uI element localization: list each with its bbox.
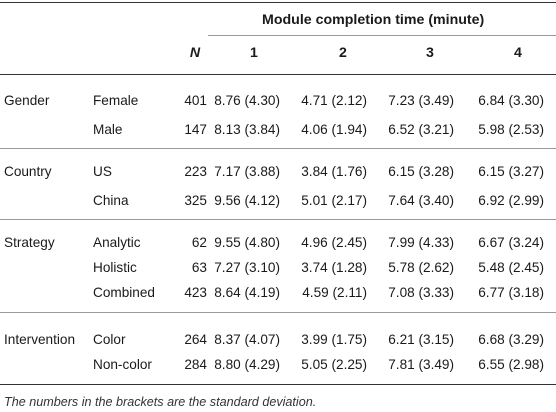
subgroup-label: US [93, 164, 112, 179]
n-value: 62 [191, 235, 207, 250]
subgroup-label: Analytic [93, 235, 141, 250]
bottom-rule [0, 384, 556, 385]
category-label: Strategy [4, 235, 55, 250]
n-value: 63 [191, 260, 207, 275]
module-2-value: 5.05 (2.25) [301, 357, 367, 372]
module-3-value: 7.64 (3.40) [388, 193, 454, 208]
table-row: China 325 9.56 (4.12) 5.01 (2.17) 7.64 (… [0, 193, 556, 217]
category-label: Intervention [4, 332, 76, 347]
module-1-value: 8.80 (4.29) [214, 357, 280, 372]
module-1-value: 8.76 (4.30) [214, 93, 280, 108]
module-4-value: 5.98 (2.53) [478, 122, 544, 137]
subgroup-label: Color [93, 332, 126, 347]
module-3-value: 7.81 (3.49) [388, 357, 454, 372]
col-header-module-3: 3 [426, 45, 434, 61]
module-1-value: 8.64 (4.19) [214, 285, 280, 300]
table-row: Country US 223 7.17 (3.88) 3.84 (1.76) 6… [0, 164, 556, 188]
module-1-value: 8.37 (4.07) [214, 332, 280, 347]
module-3-value: 7.08 (3.33) [388, 285, 454, 300]
module-4-value: 5.48 (2.45) [478, 260, 544, 275]
module-2-value: 4.59 (2.11) [302, 285, 367, 300]
module-4-value: 6.15 (3.27) [478, 164, 544, 179]
module-3-value: 5.78 (2.62) [388, 260, 454, 275]
module-4-value: 6.67 (3.24) [478, 235, 544, 250]
module-3-value: 6.15 (3.28) [388, 164, 454, 179]
subgroup-label: Non-color [93, 357, 152, 372]
table-row: Holistic 63 7.27 (3.10) 3.74 (1.28) 5.78… [0, 260, 556, 284]
category-label: Gender [4, 93, 50, 108]
n-value: 284 [184, 357, 207, 372]
module-4-value: 6.68 (3.29) [478, 332, 544, 347]
module-4-value: 6.92 (2.99) [478, 193, 544, 208]
subgroup-label: China [93, 193, 129, 208]
module-2-value: 5.01 (2.17) [301, 193, 367, 208]
group-divider [0, 219, 556, 220]
header-bottom-rule [0, 74, 556, 75]
subgroup-label: Holistic [93, 260, 137, 275]
table-row: Combined 423 8.64 (4.19) 4.59 (2.11) 7.0… [0, 285, 556, 309]
module-1-value: 7.17 (3.88) [214, 164, 280, 179]
module-3-value: 7.99 (4.33) [388, 235, 454, 250]
module-3-value: 6.52 (3.21) [388, 122, 454, 137]
module-1-value: 7.27 (3.10) [214, 260, 280, 275]
table-row: Strategy Analytic 62 9.55 (4.80) 4.96 (2… [0, 235, 556, 259]
col-header-module-2: 2 [339, 45, 347, 61]
table-footnote: The numbers in the brackets are the stan… [4, 395, 317, 409]
module-2-value: 3.74 (1.28) [301, 260, 367, 275]
module-4-value: 6.55 (2.98) [478, 357, 544, 372]
n-value: 264 [184, 332, 207, 347]
col-header-module-1: 1 [250, 45, 258, 61]
col-header-n: N [189, 45, 201, 61]
module-2-value: 3.84 (1.76) [301, 164, 367, 179]
module-2-value: 4.06 (1.94) [301, 122, 367, 137]
table-row: Gender Female 401 8.76 (4.30) 4.71 (2.12… [0, 93, 556, 117]
module-2-value: 4.96 (2.45) [301, 235, 367, 250]
n-value: 325 [184, 193, 207, 208]
col-header-module-4: 4 [514, 45, 522, 61]
module-1-value: 9.55 (4.80) [214, 235, 280, 250]
subgroup-label: Combined [93, 285, 155, 300]
table-row: Non-color 284 8.80 (4.29) 5.05 (2.25) 7.… [0, 357, 556, 381]
group-divider [0, 312, 556, 313]
subgroup-label: Female [93, 93, 139, 108]
module-3-value: 6.21 (3.15) [388, 332, 454, 347]
table-row: Intervention Color 264 8.37 (4.07) 3.99 … [0, 332, 556, 356]
n-value: 423 [184, 285, 207, 300]
top-rule [0, 2, 556, 3]
header-title: Module completion time (minute) [262, 12, 485, 28]
group-divider [0, 148, 556, 149]
category-label: Country [4, 164, 52, 179]
n-value: 401 [184, 93, 207, 108]
module-1-value: 8.13 (3.84) [214, 122, 280, 137]
n-value: 223 [184, 164, 207, 179]
module-1-value: 9.56 (4.12) [214, 193, 280, 208]
module-4-value: 6.84 (3.30) [478, 93, 544, 108]
module-2-value: 3.99 (1.75) [301, 332, 367, 347]
module-4-value: 6.77 (3.18) [478, 285, 544, 300]
module-3-value: 7.23 (3.49) [388, 93, 454, 108]
table-row: Male 147 8.13 (3.84) 4.06 (1.94) 6.52 (3… [0, 122, 556, 146]
n-value: 147 [184, 122, 207, 137]
subgroup-label: Male [93, 122, 123, 137]
header-span-rule [208, 35, 556, 36]
module-2-value: 4.71 (2.12) [301, 93, 367, 108]
